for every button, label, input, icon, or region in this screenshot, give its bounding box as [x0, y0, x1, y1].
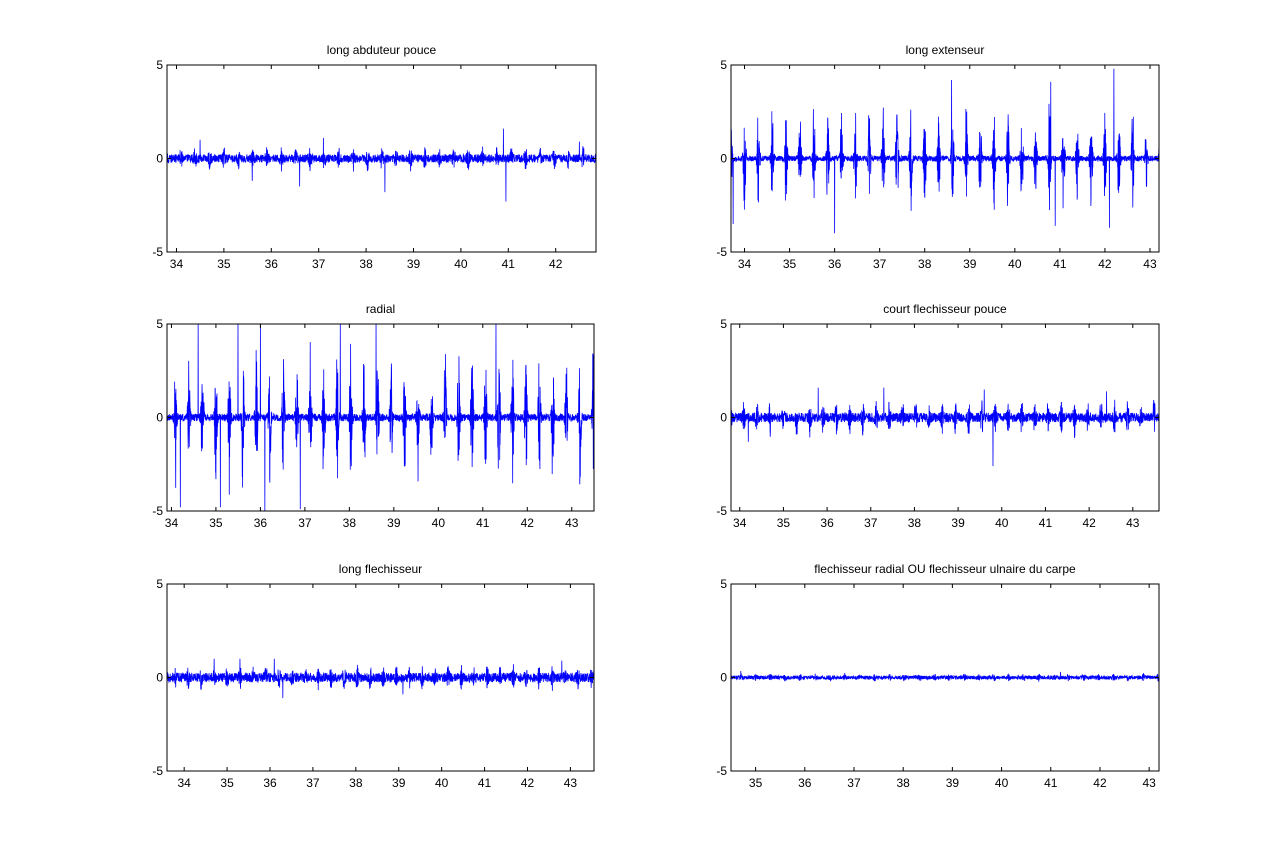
subplot-title: court flechisseur pouce [883, 302, 1007, 316]
y-tick-label: 0 [720, 411, 727, 425]
y-tick-label: 0 [156, 152, 163, 166]
x-tick-label: 38 [359, 257, 373, 271]
x-tick-label: 35 [209, 516, 223, 530]
signal-series [167, 324, 594, 511]
x-tick-label: 36 [828, 257, 842, 271]
x-tick-label: 43 [564, 776, 578, 790]
x-tick-label: 37 [312, 257, 326, 271]
subplot-title: flechisseur radial OU flechisseur ulnair… [814, 562, 1076, 576]
x-tick-label: 42 [549, 257, 563, 271]
y-tick-label: -5 [716, 245, 727, 259]
x-tick-label: 39 [407, 257, 421, 271]
x-tick-label: 41 [1053, 257, 1067, 271]
subplot-1: long abduteur pouce 34 35 36 37 38 39 40 41 42 -5 0… [152, 43, 597, 271]
subplot-title: long flechisseur [339, 562, 422, 576]
x-tick-label: 34 [165, 516, 179, 530]
x-tick-label: 41 [1044, 776, 1058, 790]
subplot-title: long abduteur pouce [327, 43, 437, 57]
x-tick-label: 37 [864, 516, 878, 530]
x-tick-label: 36 [263, 776, 277, 790]
y-tick-label: -5 [152, 245, 163, 259]
x-tick-label: 43 [1126, 516, 1140, 530]
x-tick-label: 35 [777, 516, 791, 530]
x-tick-label: 39 [963, 257, 977, 271]
x-tick-label: 35 [783, 257, 797, 271]
x-tick-label: 38 [897, 776, 911, 790]
y-tick-label: 5 [156, 577, 163, 591]
x-tick-label: 35 [217, 257, 231, 271]
x-tick-label: 35 [220, 776, 234, 790]
subplot-3: radial 34 35 36 37 38 39 40 41 42 43 -5 0 5 [152, 302, 595, 530]
x-tick-label: 40 [432, 516, 446, 530]
y-tick-label: 5 [156, 317, 163, 331]
x-tick-label: 42 [521, 776, 535, 790]
x-tick-label: 39 [951, 516, 965, 530]
x-tick-label: 40 [995, 516, 1009, 530]
y-tick-label: -5 [716, 504, 727, 518]
subplot-2: long extenseur 34 35 36 37 38 39 40 41 42 43 -5 0 5 [716, 43, 1160, 271]
x-tick-label: 38 [918, 257, 932, 271]
y-tick-label: 0 [720, 671, 727, 685]
signal-series [167, 128, 596, 202]
x-tick-label: 38 [908, 516, 922, 530]
x-tick-label: 43 [1142, 776, 1156, 790]
signal-series [167, 658, 594, 699]
x-tick-label: 41 [476, 516, 490, 530]
x-tick-label: 34 [733, 516, 747, 530]
x-tick-label: 40 [454, 257, 468, 271]
x-tick-label: 41 [478, 776, 492, 790]
subplot-6: flechisseur radial OU flechisseur ulnair… [716, 562, 1160, 790]
y-tick-label: 0 [156, 671, 163, 685]
x-tick-label: 36 [254, 516, 268, 530]
x-tick-label: 40 [1008, 257, 1022, 271]
x-tick-label: 37 [873, 257, 887, 271]
x-tick-label: 42 [1098, 257, 1112, 271]
x-tick-label: 43 [565, 516, 579, 530]
y-tick-label: -5 [152, 764, 163, 778]
x-tick-label: 38 [343, 516, 357, 530]
subplot-5: long flechisseur 34 35 36 37 38 39 40 41 42 43 -5 0 5 [152, 562, 595, 790]
x-tick-label: 39 [392, 776, 406, 790]
x-tick-label: 42 [1093, 776, 1107, 790]
x-tick-label: 34 [177, 776, 191, 790]
x-tick-label: 41 [502, 257, 516, 271]
x-tick-label: 36 [820, 516, 834, 530]
x-tick-label: 42 [1082, 516, 1096, 530]
signal-series [731, 670, 1159, 682]
x-tick-label: 40 [995, 776, 1009, 790]
y-tick-label: -5 [152, 504, 163, 518]
y-tick-label: 0 [720, 152, 727, 166]
x-tick-label: 39 [387, 516, 401, 530]
y-tick-label: 5 [720, 577, 727, 591]
x-tick-label: 36 [265, 257, 279, 271]
x-tick-label: 41 [1039, 516, 1053, 530]
x-tick-label: 37 [298, 516, 312, 530]
signal-series [731, 387, 1159, 467]
x-tick-label: 38 [349, 776, 363, 790]
x-tick-label: 43 [1143, 257, 1157, 271]
y-tick-label: 5 [720, 317, 727, 331]
y-tick-label: -5 [716, 764, 727, 778]
x-tick-label: 37 [306, 776, 320, 790]
subplot-title: radial [366, 302, 395, 316]
subplot-grid: long abduteur pouce 34 35 36 37 38 39 40 41 42 -5 0… [152, 43, 1160, 790]
subplot-title: long extenseur [906, 43, 985, 57]
x-tick-label: 36 [798, 776, 812, 790]
x-tick-label: 37 [847, 776, 861, 790]
x-tick-label: 42 [521, 516, 535, 530]
y-tick-label: 0 [156, 411, 163, 425]
x-tick-label: 39 [946, 776, 960, 790]
subplot-4: court flechisseur pouce 34 35 36 37 38 39 40 41 4… [716, 302, 1160, 530]
signal-series [731, 68, 1159, 234]
x-tick-label: 34 [170, 257, 184, 271]
x-tick-label: 40 [435, 776, 449, 790]
x-tick-label: 34 [738, 257, 752, 271]
x-tick-label: 35 [749, 776, 763, 790]
y-tick-label: 5 [156, 58, 163, 72]
y-tick-label: 5 [720, 58, 727, 72]
